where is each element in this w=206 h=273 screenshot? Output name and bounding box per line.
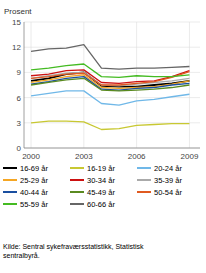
series-line bbox=[31, 72, 189, 85]
chart: Prosent03691215200020032006200916-69 år1… bbox=[0, 0, 206, 273]
grid-line-y bbox=[24, 72, 200, 73]
legend-swatch bbox=[137, 191, 151, 193]
series-line bbox=[31, 64, 189, 77]
legend-label: 25-29 år bbox=[20, 176, 48, 185]
grid-line-x bbox=[136, 22, 137, 148]
legend-label: 16-19 år bbox=[87, 164, 115, 173]
legend-label: 40-44 år bbox=[20, 188, 48, 197]
y-axis-line bbox=[24, 22, 25, 148]
y-tick-label: 3 bbox=[17, 119, 22, 128]
x-tick-label: 2006 bbox=[128, 152, 146, 161]
y-tick-label: 0 bbox=[17, 144, 22, 153]
legend-swatch bbox=[70, 179, 84, 181]
grid-line-y bbox=[24, 148, 200, 149]
grid-line-x bbox=[83, 22, 84, 148]
legend-label: 16-69 år bbox=[20, 164, 48, 173]
grid-line-y bbox=[24, 97, 200, 98]
legend-label: 20-24 år bbox=[154, 164, 182, 173]
series-line bbox=[31, 121, 189, 129]
legend-swatch bbox=[3, 167, 17, 169]
series-line bbox=[31, 45, 189, 69]
legend-label: 50-54 år bbox=[154, 188, 182, 197]
legend-swatch bbox=[137, 167, 151, 169]
legend-swatch bbox=[70, 167, 84, 169]
y-tick-label: 6 bbox=[17, 94, 22, 103]
grid-line-y bbox=[24, 47, 200, 48]
x-tick-label: 2000 bbox=[22, 152, 40, 161]
legend-label: 35-39 år bbox=[154, 176, 182, 185]
legend-label: 45-49 år bbox=[87, 188, 115, 197]
legend-label: 60-66 år bbox=[87, 200, 115, 209]
legend-swatch bbox=[70, 191, 84, 193]
y-axis-label: Prosent bbox=[4, 7, 32, 16]
legend-swatch bbox=[70, 203, 84, 205]
series-line bbox=[31, 91, 189, 105]
grid-line-y bbox=[24, 22, 200, 23]
legend-swatch bbox=[3, 179, 17, 181]
x-tick-label: 2009 bbox=[181, 152, 199, 161]
y-tick-label: 15 bbox=[12, 18, 21, 27]
y-tick-label: 9 bbox=[17, 68, 22, 77]
legend-swatch bbox=[3, 203, 17, 205]
series-line bbox=[31, 72, 189, 85]
source-note: Kilde: Sentral sykefraværsstatistikk, St… bbox=[3, 243, 144, 260]
legend-swatch bbox=[3, 191, 17, 193]
y-tick-label: 12 bbox=[12, 43, 21, 52]
x-axis-line bbox=[24, 148, 200, 149]
legend: 16-69 år 16-19 år 20-24 år 25-29 år 30-34 år… bbox=[3, 164, 182, 209]
lines bbox=[31, 45, 189, 130]
legend-label: 55-59 år bbox=[20, 200, 48, 209]
x-tick-label: 2003 bbox=[75, 152, 93, 161]
grid bbox=[24, 22, 200, 148]
legend-label: 30-34 år bbox=[87, 176, 115, 185]
legend-swatch bbox=[137, 179, 151, 181]
